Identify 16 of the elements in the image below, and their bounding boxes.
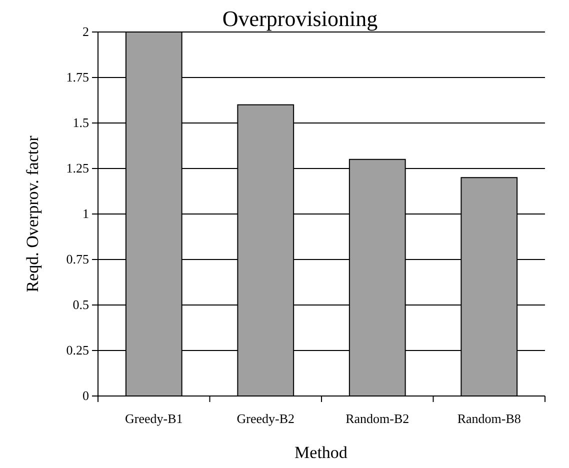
- x-axis-title: Method: [294, 443, 348, 462]
- y-tick-label: 1.25: [66, 160, 89, 176]
- y-tick-label: 0.5: [72, 297, 89, 312]
- y-tick-label: 0: [82, 388, 89, 404]
- y-tick-label: 1.75: [66, 70, 89, 85]
- y-tick-label: 2: [82, 24, 89, 40]
- chart-title: Overprovisioning: [222, 6, 378, 31]
- y-tick-label: 0.75: [66, 252, 89, 267]
- y-tick-label: 1: [82, 206, 89, 222]
- x-tick-label: Random-B8: [457, 411, 521, 426]
- x-tick-label: Random-B2: [346, 411, 410, 426]
- x-tick-label: Greedy-B1: [124, 411, 183, 426]
- x-tick-label: Greedy-B2: [236, 411, 295, 426]
- y-axis-title: Reqd. Overprov. factor: [23, 135, 42, 292]
- y-tick-label: 1.5: [72, 115, 89, 130]
- y-tick-label: 0.25: [66, 342, 89, 358]
